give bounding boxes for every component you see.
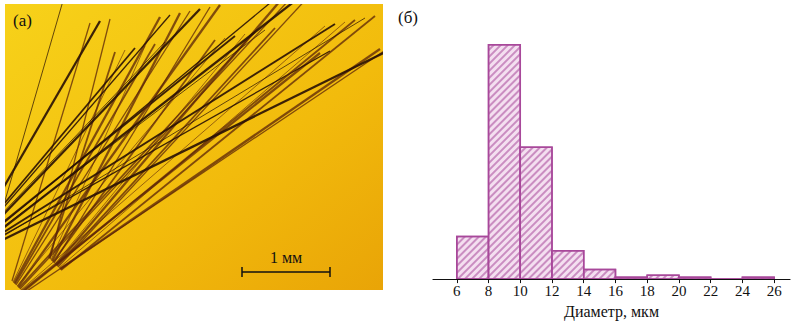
svg-text:18: 18 — [640, 283, 655, 299]
svg-text:6: 6 — [453, 283, 461, 299]
svg-text:8: 8 — [485, 283, 493, 299]
svg-text:1 мм: 1 мм — [270, 249, 302, 266]
svg-text:14: 14 — [576, 283, 592, 299]
svg-text:20: 20 — [671, 283, 686, 299]
svg-text:22: 22 — [703, 283, 718, 299]
svg-text:24: 24 — [735, 283, 751, 299]
svg-text:(б): (б) — [398, 8, 418, 27]
svg-text:26: 26 — [767, 283, 783, 299]
svg-text:16: 16 — [608, 283, 624, 299]
svg-text:(а): (а) — [13, 11, 32, 30]
svg-text:Диаметр, мкм: Диаметр, мкм — [564, 303, 659, 321]
svg-text:12: 12 — [545, 283, 560, 299]
svg-text:10: 10 — [513, 283, 528, 299]
